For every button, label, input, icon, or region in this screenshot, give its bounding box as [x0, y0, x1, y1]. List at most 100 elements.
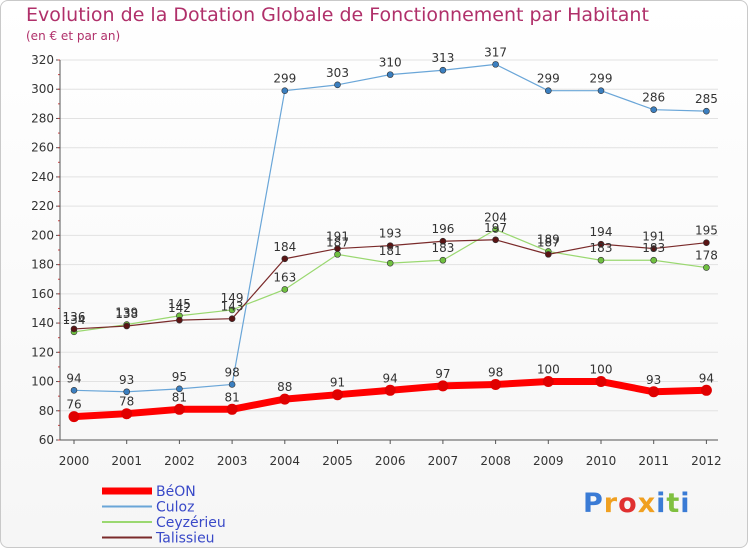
- x-tick-label: 2011: [638, 454, 669, 468]
- data-point: [439, 256, 447, 264]
- x-tick-label: 2000: [59, 454, 90, 468]
- y-tick-label: 320: [31, 53, 54, 67]
- data-point: [439, 66, 447, 74]
- data-label: 187: [326, 235, 349, 249]
- data-point: [542, 376, 554, 388]
- data-point: [228, 381, 236, 388]
- y-tick-label: 160: [31, 287, 54, 301]
- data-label: 285: [695, 92, 718, 106]
- data-point: [439, 237, 447, 245]
- data-label: 100: [537, 363, 560, 377]
- data-label: 299: [590, 72, 613, 86]
- data-label: 299: [537, 72, 560, 86]
- data-point: [281, 255, 289, 263]
- legend-label: BéON: [156, 484, 196, 500]
- data-point: [650, 245, 658, 252]
- y-tick-label: 240: [31, 170, 54, 184]
- data-point: [70, 387, 78, 394]
- data-point: [544, 87, 552, 94]
- chart-title: Evolution de la Dotation Globale de Fonc…: [26, 4, 649, 26]
- data-point: [703, 107, 710, 115]
- data-label: 187: [537, 235, 560, 249]
- x-tick-label: 2008: [480, 454, 511, 468]
- data-point: [281, 87, 289, 94]
- data-point: [597, 256, 605, 264]
- x-tick-label: 2012: [691, 454, 722, 468]
- x-tick-label: 2005: [322, 454, 353, 468]
- data-label: 142: [168, 301, 191, 315]
- data-point: [226, 403, 238, 415]
- y-tick-label: 140: [31, 316, 54, 330]
- data-point: [279, 393, 291, 405]
- data-label: 163: [273, 270, 296, 284]
- data-point: [490, 378, 502, 390]
- data-point: [281, 286, 289, 293]
- data-label: 98: [488, 365, 503, 379]
- y-tick-label: 100: [31, 375, 54, 389]
- data-point: [595, 376, 607, 388]
- data-label: 100: [590, 363, 613, 377]
- data-label: 299: [273, 72, 296, 86]
- data-label: 138: [115, 307, 138, 321]
- y-tick-label: 260: [31, 141, 54, 155]
- data-point: [334, 245, 341, 252]
- data-label: 191: [326, 230, 349, 244]
- x-tick-label: 2007: [428, 454, 459, 468]
- data-point: [597, 240, 605, 248]
- logo-letter: i: [656, 488, 667, 519]
- y-tick-label: 200: [31, 228, 54, 242]
- data-label: 95: [172, 370, 187, 384]
- data-labels: 76 78 81 81 88 91 94 97 98 100 100 93 94 94 93 95 98 299 3…: [63, 45, 718, 411]
- y-tick-label: 300: [31, 82, 54, 96]
- data-label: 194: [590, 225, 613, 239]
- proxiti-logo: Proxiti: [583, 488, 691, 519]
- data-label: 197: [484, 221, 507, 235]
- x-tick-label: 2004: [270, 454, 301, 468]
- x-tick-label: 2001: [111, 454, 142, 468]
- data-label: 97: [435, 367, 450, 381]
- data-point: [334, 251, 341, 258]
- data-point: [176, 385, 183, 393]
- data-label: 94: [383, 371, 398, 385]
- data-point: [121, 408, 133, 420]
- data-point: [386, 71, 394, 78]
- data-point: [703, 264, 710, 271]
- chart-subtitle: (en € et par an): [26, 29, 121, 43]
- data-label: 184: [273, 240, 296, 254]
- data-point: [173, 403, 185, 415]
- data-label: 145: [168, 297, 191, 311]
- data-point: [334, 81, 341, 89]
- logo-letter: o: [618, 488, 638, 519]
- data-label: 134: [63, 313, 86, 327]
- data-point: [544, 251, 552, 258]
- data-label: 178: [695, 249, 718, 263]
- data-label: 181: [379, 244, 402, 258]
- x-tick-label: 2009: [533, 454, 564, 468]
- data-point: [228, 306, 236, 314]
- data-point: [650, 106, 658, 113]
- data-label: 88: [277, 380, 292, 394]
- data-point: [650, 256, 658, 264]
- data-label: 94: [66, 371, 81, 385]
- axes: 60 80 100 120 140 160 180 200 220 240 260 280 300 320…: [31, 53, 722, 468]
- data-label: 136: [63, 310, 86, 324]
- data-label: 191: [642, 230, 665, 244]
- data-point: [437, 380, 449, 392]
- data-point: [700, 384, 712, 396]
- data-point: [123, 388, 130, 396]
- data-label: 94: [699, 371, 714, 385]
- data-point: [70, 325, 78, 333]
- data-point: [492, 226, 499, 233]
- data-label: 78: [119, 395, 134, 409]
- data-label: 81: [224, 390, 239, 404]
- data-point: [648, 386, 660, 398]
- y-tick-label: 280: [31, 111, 54, 125]
- logo-letter: r: [603, 488, 619, 519]
- data-point: [597, 87, 605, 94]
- data-label: 76: [66, 398, 81, 412]
- data-label: 91: [330, 376, 345, 390]
- data-label: 98: [224, 365, 239, 379]
- data-label: 93: [119, 373, 134, 387]
